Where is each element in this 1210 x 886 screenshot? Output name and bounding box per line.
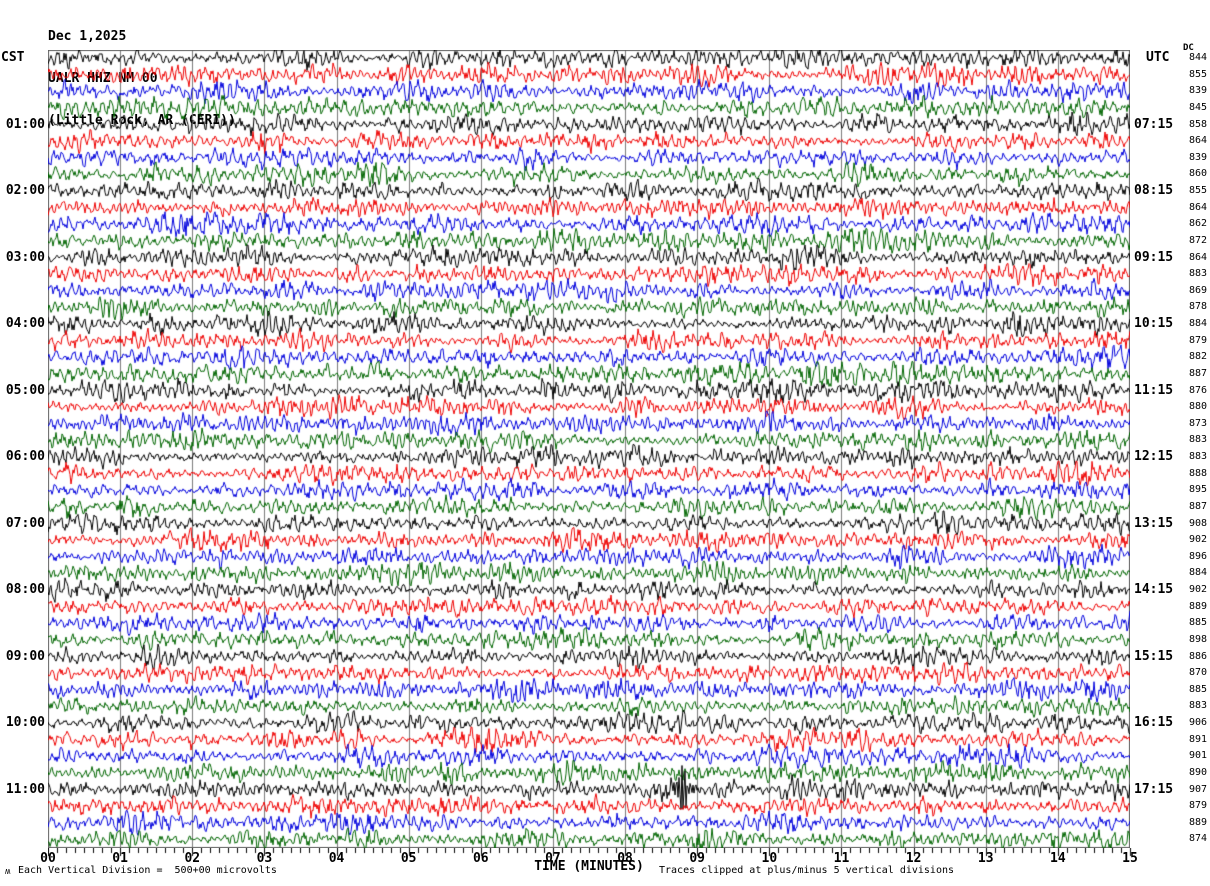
x-axis-tick-label: 08: [617, 851, 633, 866]
dc-offset-value: 883: [1188, 268, 1207, 280]
dc-offset-value: 862: [1188, 218, 1207, 230]
cst-hour-label: 08:00: [5, 582, 45, 597]
dc-offset-value: 886: [1188, 650, 1207, 662]
dc-offset-value: 895: [1188, 484, 1207, 496]
dc-offset-value: 902: [1188, 534, 1207, 546]
seismogram-squiggle-icon: ʍ: [5, 867, 11, 877]
dc-offset-value: 855: [1188, 68, 1207, 80]
dc-offset-value: 844: [1188, 52, 1207, 63]
dc-offset-value: 883: [1188, 451, 1207, 462]
dc-offset-value: 870: [1188, 667, 1207, 679]
dc-offset-value: 890: [1188, 766, 1207, 778]
cst-hour-label: 10:00: [5, 715, 45, 730]
x-axis-tick-label: 13: [977, 851, 994, 866]
dc-offset-value: 869: [1188, 284, 1207, 296]
x-axis-tick-label: 02: [184, 851, 201, 866]
utc-hour-label: 17:15: [1134, 781, 1174, 797]
seismogram-traces-canvas: [48, 50, 1130, 848]
dc-offset-value: 880: [1188, 401, 1207, 413]
dc-offset-value: 858: [1188, 118, 1207, 130]
utc-hour-label: 10:15: [1134, 316, 1174, 331]
dc-offset-value: 896: [1188, 550, 1207, 562]
cst-hour-label: 04:00: [5, 316, 45, 331]
dc-offset-value: 901: [1188, 750, 1207, 762]
dc-offset-value: 883: [1188, 434, 1207, 446]
dc-offset-value: 839: [1188, 85, 1207, 97]
dc-offset-value: 873: [1188, 417, 1207, 429]
dc-offset-value: 879: [1188, 334, 1207, 346]
cst-hour-label: 02:00: [5, 183, 45, 198]
dc-offset-value: 872: [1188, 234, 1207, 246]
utc-hour-label: 12:15: [1134, 449, 1174, 464]
cst-hour-label: 05:00: [5, 382, 45, 398]
dc-offset-value: 845: [1188, 101, 1207, 113]
scale-note: Each Vertical Division = 500+00 microvol…: [18, 865, 277, 876]
cst-hour-label: 07:00: [5, 515, 45, 531]
dc-offset-value: 906: [1188, 717, 1207, 728]
x-axis-tick-label: 04: [328, 851, 345, 866]
dc-offset-value: 864: [1188, 135, 1207, 147]
cst-hour-label: 06:00: [5, 449, 45, 464]
dc-offset-value: 878: [1188, 301, 1207, 313]
dc-offset-value: 885: [1188, 617, 1207, 629]
right-axis-header: UTC: [1146, 50, 1170, 65]
cst-hour-label: 11:00: [5, 781, 45, 797]
x-axis-tick-label: 12: [905, 851, 922, 866]
header-date: Dec 1,2025: [48, 29, 127, 44]
utc-hour-label: 13:15: [1134, 515, 1174, 531]
dc-offset-value: 907: [1188, 783, 1207, 795]
cst-hour-label: 01:00: [5, 116, 45, 132]
x-axis-tick-label: 05: [400, 851, 417, 866]
dc-offset-value: 882: [1188, 351, 1207, 363]
dc-offset-value: 889: [1188, 600, 1207, 612]
x-axis-tick-label: 11: [833, 851, 850, 866]
x-axis-tick-label: 09: [689, 851, 706, 866]
cst-hour-label: 03:00: [5, 249, 45, 265]
utc-hour-label: 11:15: [1134, 382, 1174, 398]
dc-column-header: DC: [1183, 43, 1194, 53]
dc-offset-value: 898: [1188, 633, 1207, 645]
x-axis-tick-label: 06: [472, 851, 489, 866]
dc-offset-value: 887: [1188, 367, 1207, 379]
dc-offset-value: 883: [1188, 700, 1207, 712]
dc-offset-value: 887: [1188, 500, 1207, 512]
dc-offset-value: 860: [1188, 168, 1207, 180]
utc-hour-label: 15:15: [1134, 648, 1174, 664]
cst-hour-label: 09:00: [5, 648, 45, 664]
left-axis-header: CST: [1, 50, 25, 65]
dc-offset-value: 902: [1188, 584, 1207, 595]
x-axis-tick-label: 07: [545, 851, 561, 866]
x-axis-tick-label: 15: [1122, 851, 1138, 866]
dc-offset-value: 864: [1188, 201, 1207, 213]
dc-offset-value: 885: [1188, 683, 1207, 695]
dc-offset-value: 884: [1188, 567, 1207, 579]
dc-offset-value: 891: [1188, 733, 1207, 745]
dc-offset-value: 864: [1188, 251, 1207, 263]
x-axis-tick-label: 10: [761, 851, 778, 866]
x-axis-title: TIME (MINUTES): [534, 859, 644, 874]
utc-hour-label: 16:15: [1134, 715, 1174, 730]
x-axis-tick-label: 01: [112, 851, 128, 866]
dc-offset-value: 874: [1188, 833, 1207, 845]
x-axis-tick-label: 03: [256, 851, 273, 866]
x-axis-tick-label: 14: [1050, 851, 1066, 866]
dc-offset-value: 879: [1188, 800, 1207, 812]
dc-offset-value: 888: [1188, 467, 1207, 479]
dc-offset-value: 884: [1188, 318, 1207, 329]
utc-hour-label: 07:15: [1134, 116, 1174, 132]
dc-offset-value: 876: [1188, 384, 1207, 396]
dc-offset-value: 908: [1188, 517, 1207, 529]
dc-offset-value: 839: [1188, 151, 1207, 163]
utc-hour-label: 08:15: [1134, 183, 1174, 198]
utc-hour-label: 09:15: [1134, 249, 1174, 265]
utc-hour-label: 14:15: [1134, 582, 1174, 597]
dc-offset-value: 855: [1188, 185, 1207, 196]
x-axis-ticks-canvas: [48, 848, 1132, 860]
x-axis-tick-label: 00: [40, 851, 56, 866]
dc-offset-value: 889: [1188, 816, 1207, 828]
clip-note: Traces clipped at plus/minus 5 vertical …: [659, 865, 955, 876]
